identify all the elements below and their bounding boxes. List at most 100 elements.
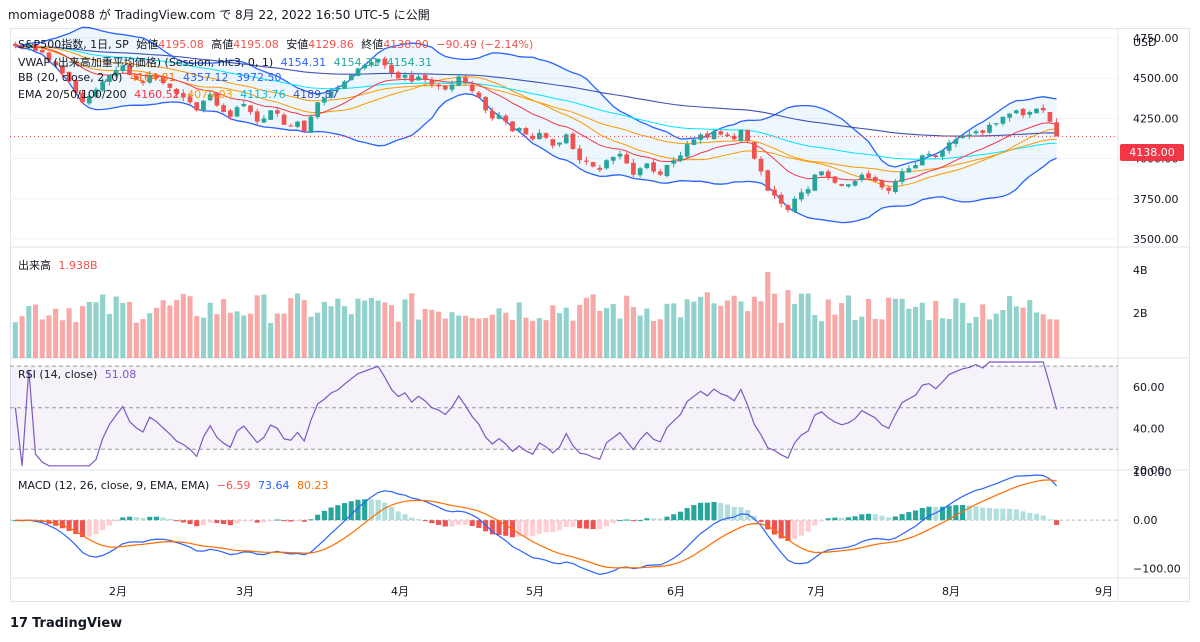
- macd-histogram-bar: [556, 520, 563, 531]
- candle-body: [624, 154, 630, 164]
- volume-bar: [590, 294, 596, 358]
- macd-histogram-bar: [886, 517, 892, 521]
- price-axis-unit: USD: [1133, 36, 1157, 49]
- candle-body: [1054, 122, 1059, 137]
- volume-bar: [758, 301, 764, 358]
- macd-histogram-bar: [409, 517, 415, 521]
- volume-bar: [563, 307, 569, 358]
- volume-bar: [174, 299, 180, 358]
- macd-histogram-bar: [402, 514, 408, 521]
- volume-bar: [462, 315, 469, 358]
- legend-ema: EMA 20/50/100/200 4160.52 4079.03 4113.7…: [18, 88, 343, 101]
- candle-body: [805, 189, 811, 194]
- macd-histogram-bar: [348, 501, 354, 521]
- bollinger-lower-line: [15, 45, 1057, 224]
- candle-body: [980, 130, 986, 133]
- candle-body: [940, 150, 945, 157]
- candle-body: [39, 49, 45, 53]
- candle-body: [812, 174, 818, 191]
- macd-histogram-bar: [261, 520, 267, 523]
- macd-histogram-bar: [429, 520, 435, 524]
- volume-bar: [227, 312, 233, 358]
- volume-bar: [382, 302, 388, 358]
- candle-body: [26, 44, 32, 48]
- candle-body: [684, 144, 690, 157]
- candle-body: [342, 81, 347, 89]
- candle-body: [100, 81, 106, 91]
- candle-body: [463, 77, 468, 84]
- candle-body: [167, 83, 173, 88]
- macd-histogram-bar: [415, 519, 421, 521]
- candle-body: [899, 171, 905, 182]
- candle-body: [987, 124, 992, 133]
- volume-tick-label: 2B: [1133, 307, 1148, 320]
- rsi-line: [14, 361, 1058, 467]
- volume-tick-label: 4B: [1133, 264, 1148, 277]
- ema-v3: 4113.76: [240, 88, 286, 101]
- volume-bar: [469, 318, 475, 358]
- macd-histogram-bar: [879, 515, 885, 521]
- volume-bar: [657, 319, 663, 358]
- macd-histogram-bar: [590, 520, 596, 530]
- candle-body: [355, 68, 361, 77]
- macd-histogram-bar: [698, 502, 704, 521]
- macd-histogram-bar: [530, 520, 536, 537]
- volume-bar: [839, 303, 845, 358]
- candle-body: [597, 167, 603, 170]
- macd-histogram-bar: [543, 520, 549, 533]
- volume-bar: [207, 302, 213, 358]
- price-tick-label: 4250.00: [1133, 112, 1179, 125]
- volume-bar: [489, 314, 495, 358]
- volume-bar: [1054, 319, 1060, 358]
- candle-body: [402, 75, 408, 78]
- volume-bar: [886, 297, 892, 358]
- volume-bar: [509, 319, 516, 358]
- macd-histogram-bar: [436, 520, 442, 525]
- candle-body: [738, 129, 744, 141]
- candle-body: [819, 171, 824, 176]
- macd-tick-label: 100.00: [1133, 466, 1172, 479]
- candle-body: [241, 103, 247, 107]
- ema-v2: 4079.03: [187, 88, 233, 101]
- candle-body: [610, 156, 616, 161]
- macd-histogram-bar: [140, 517, 146, 521]
- candle-body: [489, 110, 495, 119]
- candle-body: [617, 153, 623, 157]
- macd-histogram-bar: [751, 515, 757, 521]
- macd-histogram-bar: [603, 520, 610, 527]
- volume-bar: [859, 316, 865, 358]
- candle-body: [778, 194, 784, 204]
- volume-bar: [127, 301, 133, 358]
- volume-bar: [825, 299, 831, 358]
- last-price-tag: 4138.00: [1120, 144, 1184, 161]
- macd-histogram-bar: [731, 506, 737, 521]
- candle-body: [469, 84, 475, 92]
- volume-bar: [785, 290, 791, 358]
- candle-body: [852, 181, 858, 186]
- time-tick-label: 8月: [942, 585, 960, 598]
- candle-body: [651, 162, 656, 172]
- volume-bar: [1027, 300, 1033, 358]
- macd-histogram-bar: [986, 507, 993, 521]
- candle-body: [416, 76, 421, 81]
- candle-body: [207, 94, 213, 101]
- candle-body: [496, 115, 502, 119]
- candle-body: [147, 75, 153, 83]
- candle-body: [644, 163, 650, 169]
- candle-body: [234, 107, 240, 117]
- footer-brand-text: TradingView: [32, 616, 123, 631]
- candle-body: [248, 105, 253, 112]
- candle-body: [33, 44, 38, 51]
- macd-histogram-bar: [341, 503, 348, 521]
- volume-bar: [402, 299, 408, 358]
- candle-body: [946, 142, 952, 151]
- volume-bar: [603, 307, 610, 358]
- volume-bar: [523, 317, 529, 358]
- macd-histogram-bar: [570, 520, 576, 527]
- candle-body: [214, 92, 220, 106]
- legend-macd: MACD (12, 26, close, 9, EMA, EMA) −6.59 …: [18, 479, 333, 492]
- legend-rsi: RSI (14, close) 51.08: [18, 368, 140, 381]
- volume-bar: [436, 311, 442, 358]
- candle-body: [671, 160, 677, 164]
